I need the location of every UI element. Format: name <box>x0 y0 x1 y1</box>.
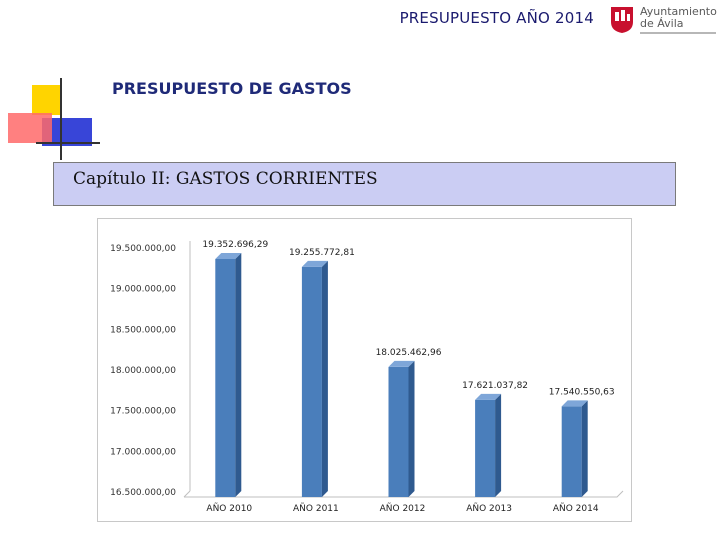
decorative-squares <box>8 78 100 160</box>
logo-text-line2: de Ávila <box>640 17 684 30</box>
bar-side <box>581 400 588 497</box>
bar-value-label: 17.621.037,82 <box>462 381 528 391</box>
city-council-logo: Ayuntamiento de Ávila <box>610 4 718 38</box>
bar-top <box>301 260 328 267</box>
bar-value-label: 19.352.696,29 <box>202 240 268 250</box>
y-tick-label: 19.000.000,00 <box>110 285 176 295</box>
bar-chart: 16.500.000,00 17.000.000,00 17.500.000,00 1… <box>97 218 632 522</box>
bar-value-label: 19.255.772,81 <box>289 248 355 258</box>
bar <box>561 406 582 497</box>
bar <box>301 266 322 497</box>
header-title: PRESUPUESTO AÑO 2014 <box>399 9 594 27</box>
chapter-banner: Capítulo II: GASTOS CORRIENTES <box>53 162 676 206</box>
bar <box>388 366 409 497</box>
chart-canvas: 16.500.000,00 17.000.000,00 17.500.000,00 1… <box>110 240 624 514</box>
bar-side <box>495 393 502 497</box>
bar-side <box>321 260 328 497</box>
x-axis-line <box>184 490 624 498</box>
x-tick-label: AÑO 2011 <box>293 503 339 514</box>
bar-top <box>388 360 415 367</box>
section-title: PRESUPUESTO DE GASTOS <box>112 79 352 98</box>
bar-value-label: 18.025.462,96 <box>376 348 442 358</box>
y-tick-label: 17.500.000,00 <box>110 407 176 417</box>
bar-top <box>561 400 588 407</box>
y-tick-label: 16.500.000,00 <box>110 488 176 498</box>
bar-value-label: 17.540.550,63 <box>549 387 615 397</box>
x-tick-label: AÑO 2013 <box>466 503 512 514</box>
x-tick-label: AÑO 2010 <box>206 503 252 514</box>
x-tick-label: AÑO 2012 <box>380 503 426 514</box>
y-tick-label: 18.000.000,00 <box>110 366 176 376</box>
logo-rule <box>640 32 716 34</box>
logo-text-line1: Ayuntamiento <box>640 5 717 18</box>
bar-side <box>235 252 242 497</box>
coat-of-arms-icon <box>611 7 633 33</box>
axis-corner <box>183 490 191 498</box>
bar <box>475 399 496 497</box>
chapter-title: Capítulo II: GASTOS CORRIENTES <box>73 169 378 189</box>
bar <box>215 258 236 497</box>
y-tick-label: 18.500.000,00 <box>110 325 176 335</box>
bar-top <box>215 252 242 259</box>
bar-top <box>475 393 502 400</box>
y-tick-label: 19.500.000,00 <box>110 244 176 254</box>
y-tick-label: 17.000.000,00 <box>110 447 176 457</box>
x-tick-label: AÑO 2014 <box>553 503 599 514</box>
bar-side <box>408 360 415 497</box>
